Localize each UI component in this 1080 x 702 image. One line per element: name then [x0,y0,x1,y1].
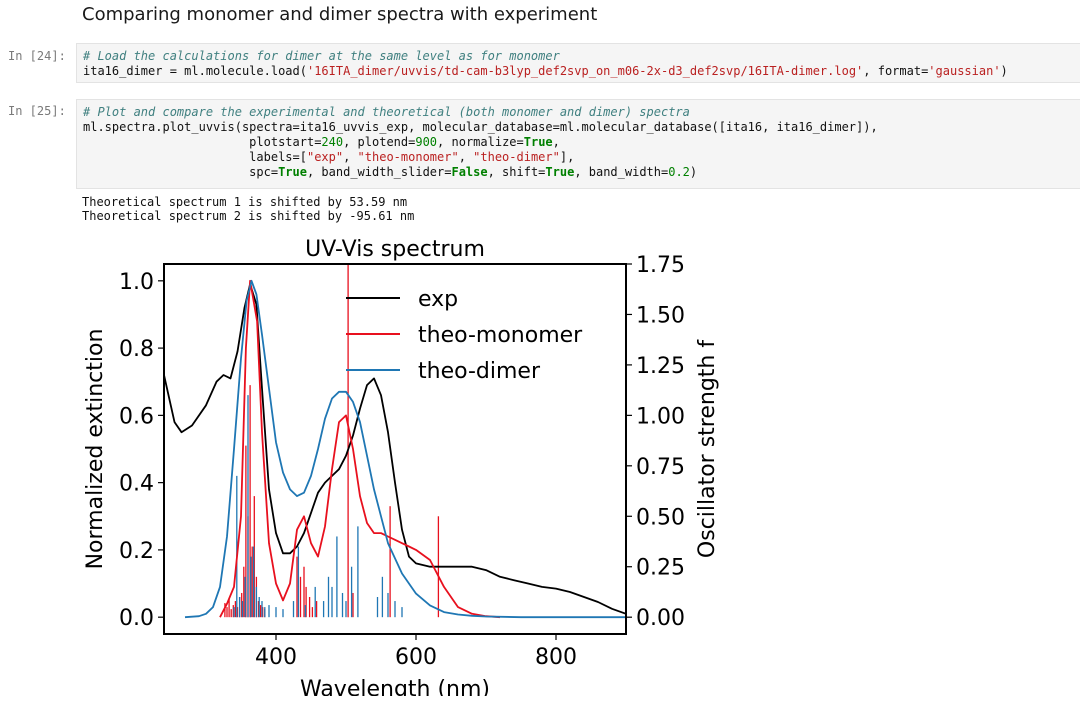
code-token: spc= [83,165,279,179]
code-token: plotstart= [83,135,322,149]
code-token: True [278,165,307,179]
code-token: True [523,135,553,149]
code-token: "theo-monomer" [357,150,459,164]
code-token: 240 [321,135,344,149]
y-tick-label: 0.2 [119,539,154,564]
cell-prompt-24: In [24]: [8,49,66,63]
code-token: , band_width_slider= [306,165,452,179]
code-line: labels=["exp", "theo-monomer", "theo-dim… [83,150,1074,165]
code-token: labels=[ [83,150,307,164]
code-cell-24[interactable]: # Load the calculations for dimer at the… [76,43,1080,83]
y-axis-label: Normalized extinction [83,329,108,570]
code-token: "theo-dimer" [473,150,560,164]
series-line-exp [164,283,626,615]
code-token: , normalize= [437,135,524,149]
stdout-line: Theoretical spectrum 2 is shifted by -95… [82,209,415,223]
code-token: # Load the calculations for dimer at the… [83,49,560,63]
y2-tick-label: 0.00 [636,606,685,631]
y2-tick-label: 1.00 [636,404,685,429]
y2-tick-label: 1.50 [636,303,685,328]
plot-frame [163,263,627,635]
y2-axis-label: Oscillator strength f [695,339,720,558]
code-token: , plotend= [343,135,416,149]
legend-label: exp [418,287,458,312]
y-tick-label: 0.8 [119,337,154,362]
x-axis-label: Wavelength (nm) [300,677,490,696]
uvvis-chart: UV-Vis spectrum 400 600 800 Wavelength (nm) 0… [83,237,720,696]
code-token: True [545,165,575,179]
code-token: 900 [415,135,438,149]
stdout-line: Theoretical spectrum 1 is shifted by 53.… [82,195,408,209]
code-line: ml.spectra.plot_uvvis(spectra=ita16_uvvi… [83,120,1074,135]
x-tick-label: 600 [395,645,437,670]
code-token: , [458,150,474,164]
markdown-heading: Comparing monomer and dimer spectra with… [82,4,598,25]
y2-tick-label: 0.75 [636,455,685,480]
y2-tick-label: 1.25 [636,354,685,379]
code-token: ml.spectra.plot_uvvis(spectra=ita16_uvvi… [83,120,878,134]
code-token: 'gaussian' [928,64,1001,78]
code-token: ], [559,150,575,164]
code-token: 0.2 [668,165,690,179]
code-token: ) [689,165,698,179]
code-token: , band_width= [574,165,669,179]
y-tick-label: 0.4 [119,472,154,497]
code-token: False [451,165,488,179]
code-token: '16ITA_dimer/uvvis/td-cam-b3lyp_def2svp_… [306,64,864,78]
y2-tick-label: 0.25 [636,556,685,581]
y-tick-label: 0.0 [119,606,154,631]
legend-label: theo-dimer [418,359,541,384]
code-line: # Load the calculations for dimer at the… [83,49,1074,64]
code-line: spc=True, band_width_slider=False, shift… [83,165,1074,180]
code-token: ) [1000,64,1008,78]
series-line-theo-dimer [184,279,626,619]
y-tick-label: 0.6 [119,404,154,429]
code-token: # Plot and compare the experimental and … [83,105,690,119]
code-token: , shift= [487,165,546,179]
code-line: plotstart=240, plotend=900, normalize=Tr… [83,135,1074,150]
chart-title: UV-Vis spectrum [305,237,485,262]
cell-prompt-25: In [25]: [8,104,66,118]
x-tick-label: 400 [255,645,297,670]
y2-tick-label: 0.50 [636,505,685,530]
y2-tick-label: 1.75 [636,253,685,278]
x-tick-label: 800 [535,645,577,670]
code-line: # Plot and compare the experimental and … [83,105,1074,120]
code-token: "exp" [306,150,344,164]
code-token: , [343,150,358,164]
code-cell-25[interactable]: # Plot and compare the experimental and … [76,99,1080,189]
series-line-theo-monomer [219,279,501,619]
code-line: ita16_dimer = ml.molecule.load('16ITA_di… [83,64,1074,79]
code-token: , format= [863,64,929,78]
code-token: ita16_dimer = ml.molecule.load( [83,64,307,78]
legend-label: theo-monomer [418,323,583,348]
y-tick-label: 1.0 [119,270,154,295]
code-token: , [552,135,560,149]
